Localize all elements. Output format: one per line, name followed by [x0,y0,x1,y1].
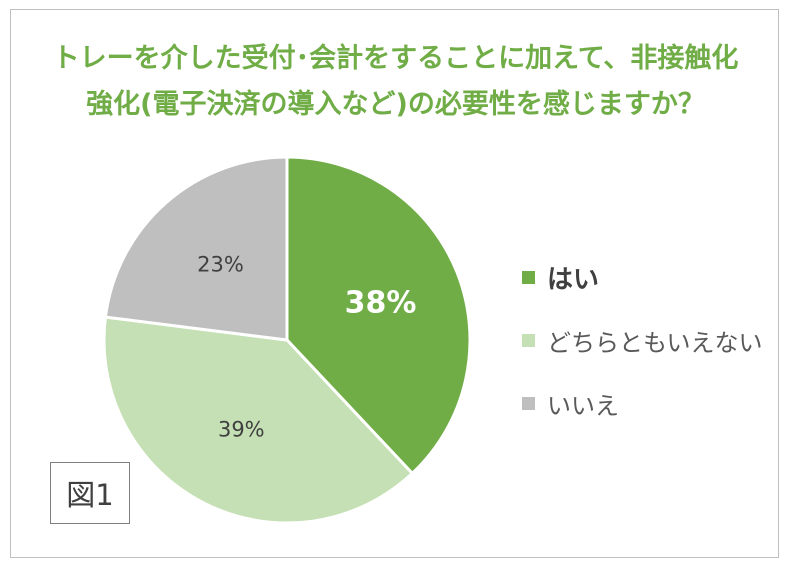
legend-label-neutral: どちらともいえない [547,328,763,357]
pie-slices [102,155,472,525]
legend-item-no: いいえ [522,388,763,420]
data-label-no: 23% [197,253,244,277]
pie-data-labels: 38% 39% 23% [197,253,416,442]
pie-slice-yes [285,155,472,476]
legend-swatch-neutral [522,333,535,347]
data-label-yes: 38% [345,285,417,320]
legend-item-yes: はい [522,262,763,295]
legend-swatch-yes [522,270,535,284]
legend-label-yes: はい [547,264,600,295]
chart-title: トレーを介した受付･会計をすることに加えて、非接触化 強化(電子決済の導入など)… [0,36,791,128]
chart-title-line-2: 強化(電子決済の導入など)の必要性を感じますか？ [86,89,705,120]
figure-label: 図1 [50,462,130,524]
pie-slice-neutral [102,315,415,525]
chart-title-line-1: トレーを介した受付･会計をすることに加えて、非接触化 [52,43,739,74]
legend-item-neutral: どちらともいえない [522,325,763,357]
data-label-neutral: 39% [218,418,265,442]
legend-swatch-no [522,396,535,410]
legend-label-no: いいえ [547,391,619,420]
chart-legend: はい どちらともいえない いいえ [522,262,763,451]
pie-slice-no [103,155,289,342]
